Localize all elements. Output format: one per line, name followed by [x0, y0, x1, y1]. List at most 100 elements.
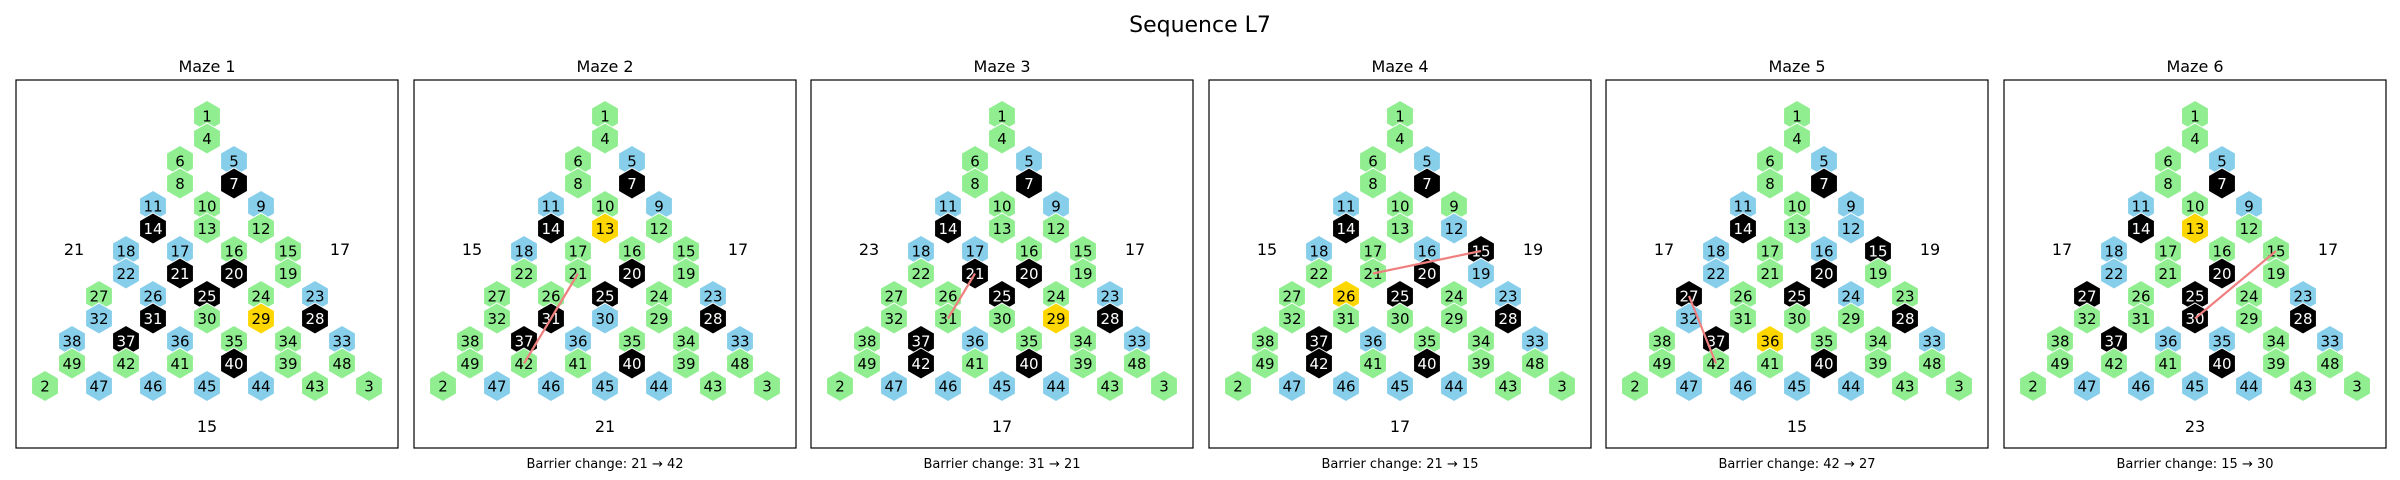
cell-number: 7: [627, 175, 637, 193]
cell-number: 34: [1471, 333, 1490, 351]
maze-cell-36: 36: [2154, 324, 2182, 358]
left-side-label: 17: [1654, 240, 1674, 259]
hex-cell-shape: [2100, 257, 2128, 290]
cell-number: 48: [2320, 355, 2339, 373]
cell-number: 31: [1336, 310, 1355, 328]
cell-number: 30: [992, 310, 1011, 328]
hex-cell-shape: [564, 167, 592, 200]
hex-cell-shape: [193, 212, 221, 245]
hex-cell-shape: [672, 347, 700, 380]
maze-cell-30: 30: [1386, 302, 1414, 335]
hex-cell-shape: [1069, 257, 1097, 290]
hex-cell-shape: [826, 369, 854, 403]
cell-number: 9: [654, 198, 664, 216]
hex-cell-shape: [591, 122, 619, 155]
maze-cell-34: 34: [1864, 324, 1892, 358]
cell-number: 19: [1868, 265, 1887, 283]
maze-cell-39: 39: [1467, 347, 1495, 380]
cell-number: 18: [116, 243, 135, 261]
cell-number: 41: [170, 355, 189, 373]
cell-number: 28: [305, 310, 324, 328]
maze-cell-17: 17: [2154, 234, 2182, 268]
maze-cell-28: 28: [2289, 302, 2317, 335]
maze-cell-8: 8: [1359, 167, 1387, 200]
cell-number: 4: [2190, 130, 2200, 148]
maze-cell-37: 37: [907, 324, 935, 358]
cell-number: 1: [202, 108, 212, 126]
cell-number: 21: [2158, 265, 2177, 283]
cell-number: 43: [1498, 378, 1517, 396]
hex-cell-shape: [672, 257, 700, 290]
maze-cell-47: 47: [1675, 369, 1703, 403]
hex-cell-shape: [1783, 122, 1811, 155]
cell-number: 6: [2163, 153, 2173, 171]
hex-cell-shape: [988, 212, 1016, 245]
cell-number: 48: [332, 355, 351, 373]
cell-number: 17: [965, 243, 984, 261]
maze-cell-34: 34: [672, 324, 700, 358]
maze-cell-14: 14: [139, 212, 167, 245]
cell-number: 2: [835, 378, 845, 396]
cell-number: 23: [305, 288, 324, 306]
hex-cell-shape: [1756, 347, 1784, 380]
cell-number: 43: [2293, 378, 2312, 396]
hex-cell-shape: [1015, 167, 1043, 200]
hex-cell-shape: [85, 302, 113, 335]
maze-cell-39: 39: [672, 347, 700, 380]
cell-number: 2: [1233, 378, 1243, 396]
maze-cell-24: 24: [247, 279, 275, 313]
hex-cell-shape: [2046, 347, 2074, 380]
cell-number: 1: [1792, 108, 1802, 126]
cell-number: 47: [1282, 378, 1301, 396]
hex-cell-shape: [1042, 369, 1070, 403]
cell-number: 19: [676, 265, 695, 283]
cell-number: 37: [2104, 333, 2123, 351]
maze-cell-48: 48: [726, 347, 754, 380]
cell-number: 34: [278, 333, 297, 351]
left-side-label: 15: [462, 240, 482, 259]
hex-cell-shape: [2235, 212, 2263, 245]
hex-cell-shape: [1042, 302, 1070, 335]
cell-number: 10: [2185, 198, 2204, 216]
hex-cell-shape: [1548, 369, 1576, 403]
maze-cell-12: 12: [2235, 212, 2263, 245]
cell-number: 38: [1255, 333, 1274, 351]
maze-cell-11: 11: [1729, 189, 1757, 223]
maze-cell-46: 46: [934, 369, 962, 403]
cell-number: 16: [1417, 243, 1436, 261]
cell-number: 22: [116, 265, 135, 283]
cell-number: 48: [1525, 355, 1544, 373]
cell-number: 19: [1073, 265, 1092, 283]
cell-number: 39: [676, 355, 695, 373]
cell-number: 35: [1417, 333, 1436, 351]
cell-number: 3: [1954, 378, 1964, 396]
hex-cell-shape: [166, 347, 194, 380]
maze-cell-2: 2: [429, 369, 457, 403]
cell-number: 41: [965, 355, 984, 373]
cell-number: 11: [541, 198, 560, 216]
maze-cell-13: 13: [1783, 212, 1811, 245]
hex-cell-shape: [1837, 212, 1865, 245]
maze-cell-42: 42: [112, 347, 140, 380]
cell-number: 5: [1024, 153, 1034, 171]
cell-number: 43: [1100, 378, 1119, 396]
cell-number: 6: [1765, 153, 1775, 171]
maze-cell-7: 7: [220, 167, 248, 200]
hex-cell-shape: [456, 347, 484, 380]
maze-cell-43: 43: [1494, 369, 1522, 403]
cell-number: 47: [1679, 378, 1698, 396]
maze-cell-29: 29: [2235, 302, 2263, 335]
hex-cell-shape: [1278, 302, 1306, 335]
maze-cell-34: 34: [1467, 324, 1495, 358]
hex-cell-shape: [139, 212, 167, 245]
cell-number: 3: [1557, 378, 1567, 396]
cell-number: 17: [2158, 243, 2177, 261]
maze-cell-31: 31: [1332, 302, 1360, 335]
cell-number: 32: [89, 310, 108, 328]
maze-cell-29: 29: [247, 302, 275, 335]
cell-number: 9: [1051, 198, 1061, 216]
maze-cell-30: 30: [1783, 302, 1811, 335]
hex-cell-shape: [537, 369, 565, 403]
cell-number: 20: [1417, 265, 1436, 283]
maze-cell-20: 20: [1015, 257, 1043, 290]
